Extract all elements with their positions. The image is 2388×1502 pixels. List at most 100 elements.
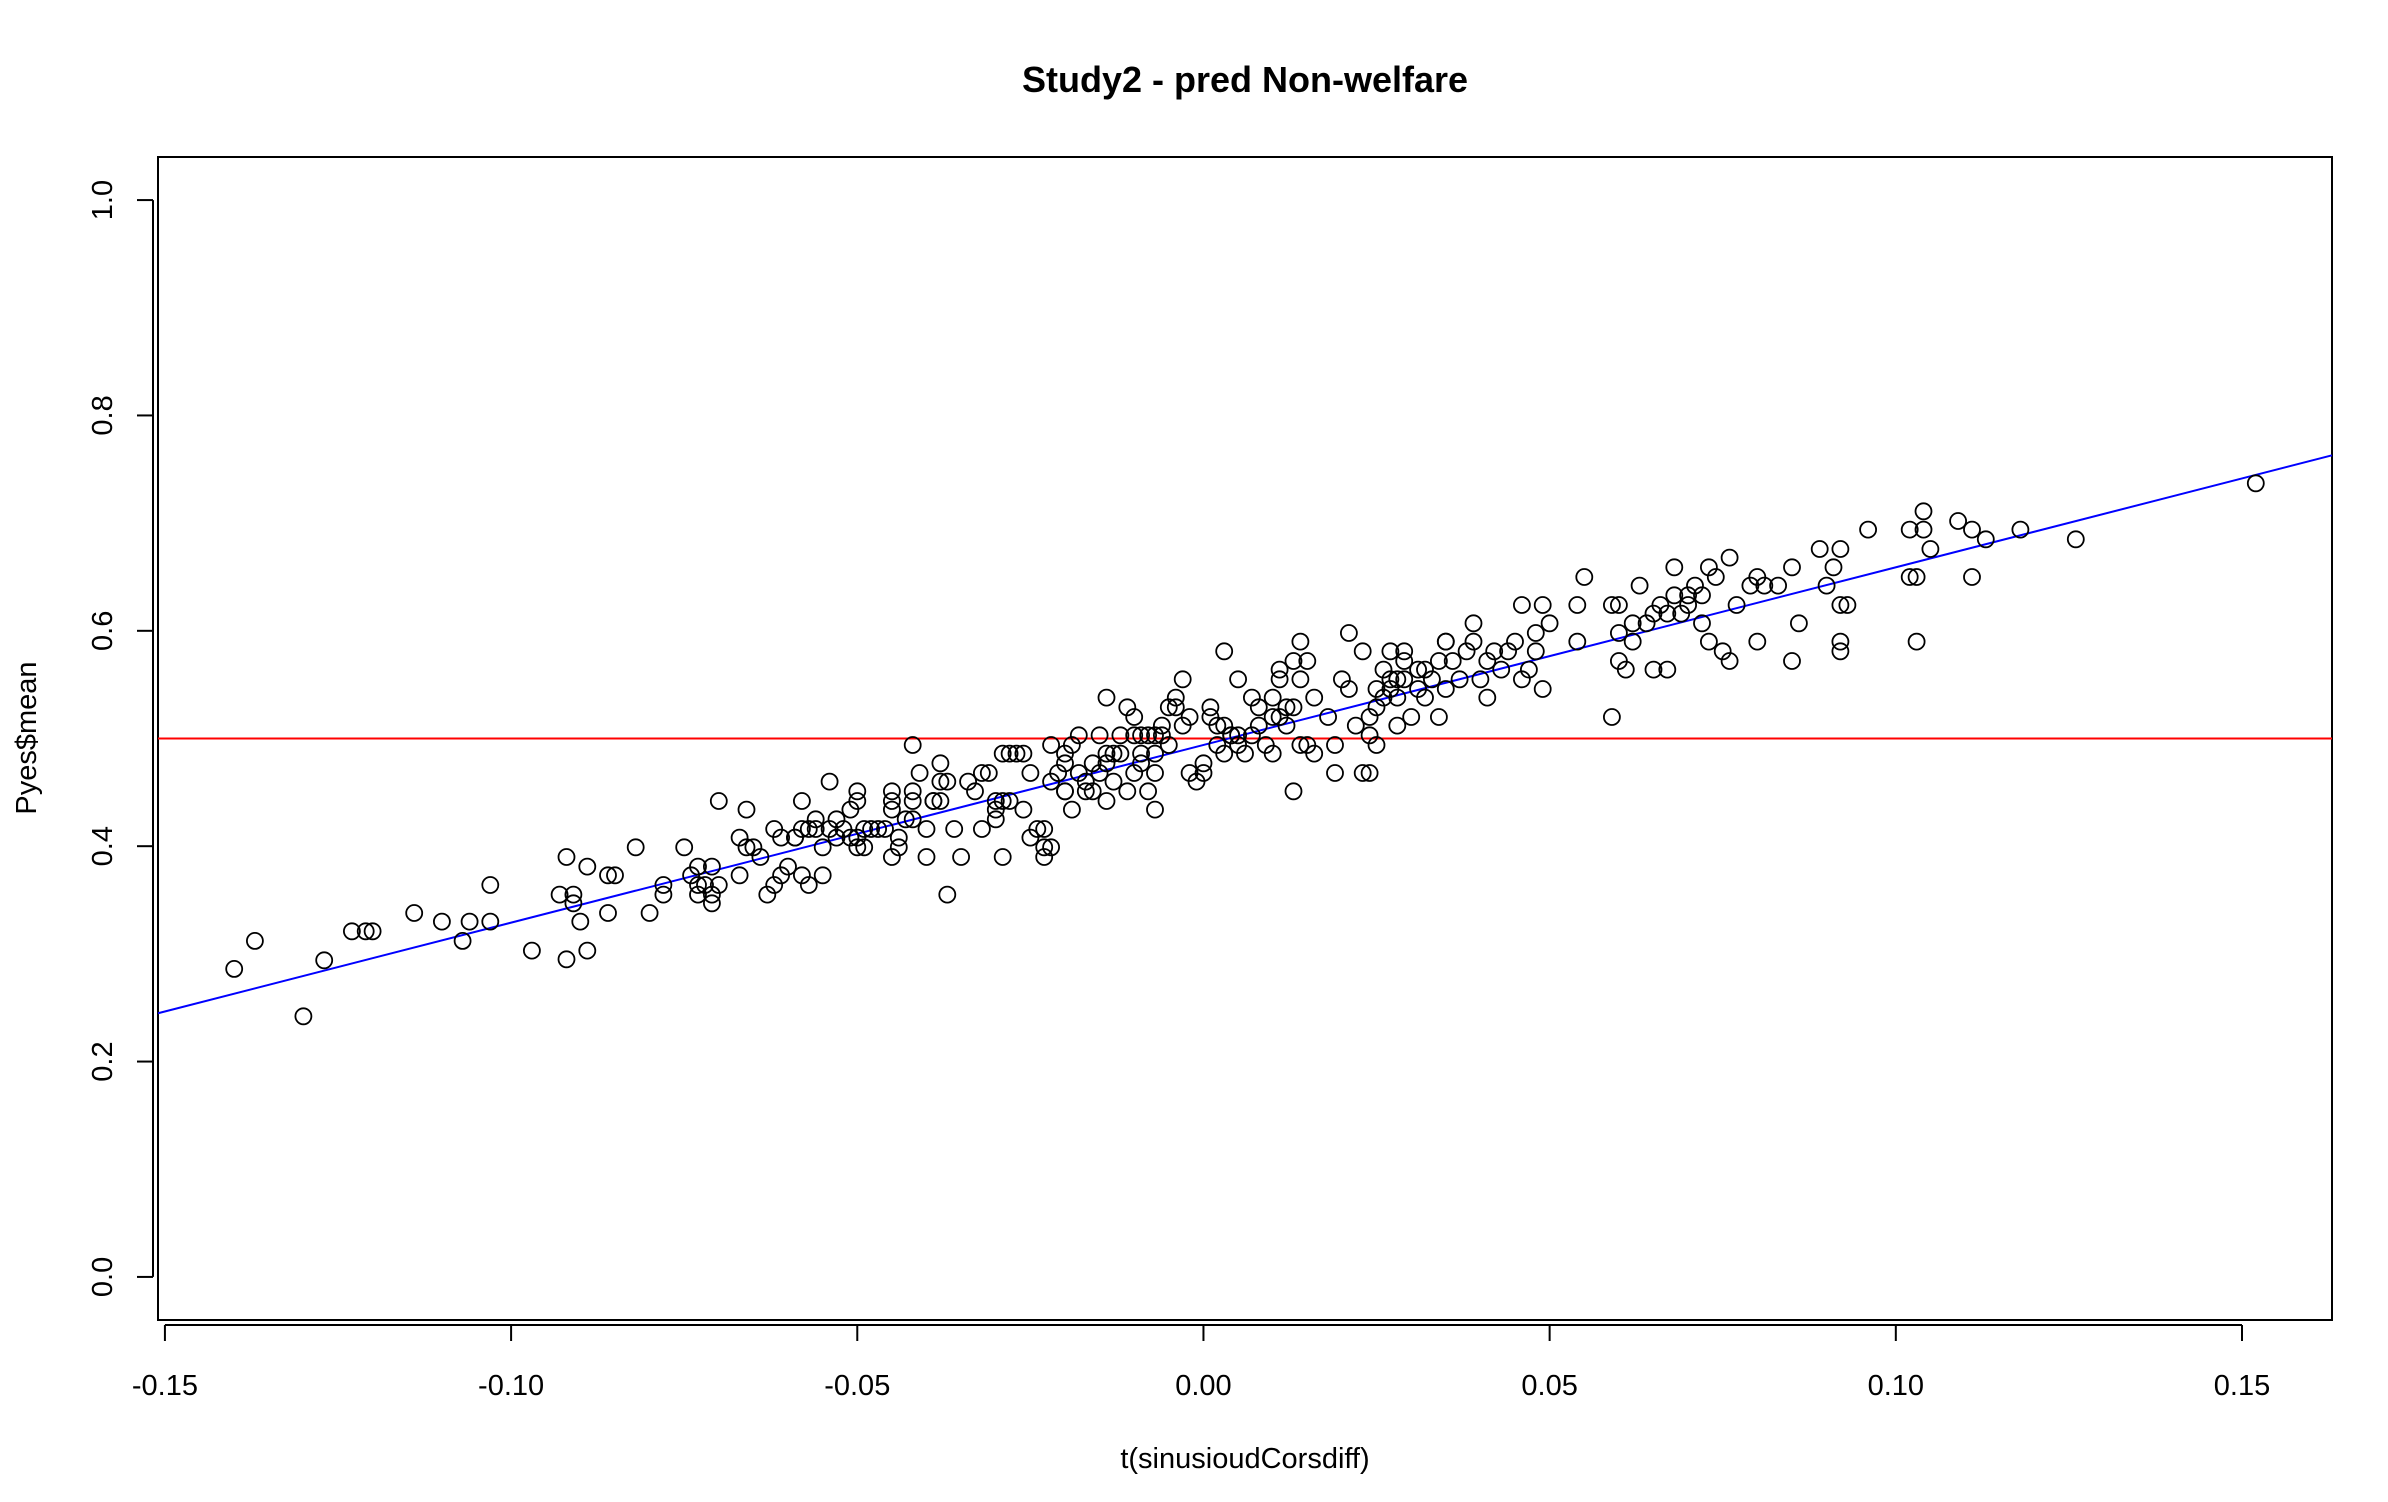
- data-point: [1305, 744, 1324, 763]
- data-point: [1180, 708, 1199, 726]
- data-point: [1783, 558, 1801, 577]
- data-point: [1540, 614, 1559, 633]
- data-point: [1222, 726, 1241, 745]
- data-point: [772, 828, 790, 847]
- data-point: [1471, 670, 1490, 689]
- data-point: [1166, 688, 1185, 707]
- data-point: [1042, 736, 1060, 754]
- data-point: [1104, 772, 1123, 791]
- data-point: [1374, 660, 1393, 679]
- data-point: [952, 848, 970, 866]
- data-point: [1769, 576, 1787, 595]
- data-point: [2066, 530, 2085, 549]
- data-point: [363, 922, 382, 941]
- data-point: [1249, 716, 1268, 735]
- data-point: [1478, 688, 1497, 707]
- data-point: [481, 912, 500, 931]
- data-point: [793, 820, 811, 838]
- data-point: [1263, 688, 1282, 707]
- data-point: [1353, 642, 1372, 661]
- data-point: [356, 922, 375, 941]
- data-point: [1111, 726, 1130, 745]
- data-point: [1076, 782, 1095, 801]
- data-point: [903, 810, 922, 829]
- data-point: [696, 876, 714, 894]
- y-axis-label: Pyes$mean: [11, 661, 43, 814]
- data-point: [1000, 744, 1019, 763]
- data-point: [1526, 624, 1545, 642]
- x-tick-label: -0.15: [132, 1370, 198, 1402]
- data-point: [1340, 680, 1358, 698]
- data-point: [1360, 708, 1379, 726]
- data-point: [1963, 568, 1981, 586]
- data-point: [1520, 660, 1538, 679]
- data-point: [1499, 642, 1517, 661]
- data-point: [1118, 782, 1137, 801]
- data-point: [855, 838, 874, 857]
- data-point: [931, 754, 950, 773]
- data-point: [1526, 642, 1545, 661]
- data-point: [903, 782, 922, 801]
- data-point: [751, 848, 770, 866]
- data-point: [245, 932, 264, 950]
- data-point: [1492, 660, 1511, 679]
- data-point: [737, 838, 756, 857]
- data-point: [793, 792, 811, 810]
- data-point: [1097, 744, 1116, 763]
- data-point: [1457, 642, 1476, 661]
- data-point: [1035, 820, 1054, 838]
- data-point: [654, 885, 673, 904]
- data-point: [1831, 642, 1850, 661]
- data-point: [709, 792, 728, 810]
- data-point: [1139, 782, 1157, 801]
- data-point: [1430, 652, 1448, 670]
- data-point: [765, 876, 784, 894]
- data-point: [883, 782, 901, 801]
- data-point: [737, 800, 756, 819]
- data-point: [1831, 632, 1850, 651]
- data-point: [1824, 558, 1843, 577]
- x-axis: -0.15 -0.10 -0.05 0.00 0.05 0.10 0.15: [132, 1324, 2270, 1402]
- data-point: [862, 820, 880, 838]
- data-point: [813, 838, 832, 857]
- data-point: [1831, 540, 1850, 558]
- data-point: [917, 848, 936, 866]
- data-point: [793, 866, 811, 885]
- data-point: [938, 885, 957, 904]
- data-point: [1270, 670, 1289, 689]
- data-point: [1249, 698, 1268, 717]
- data-point: [1859, 520, 1877, 539]
- data-point: [1575, 568, 1594, 586]
- chart-title: Study2 - pred Non-welfare: [1022, 59, 1468, 100]
- data-point: [1076, 772, 1095, 791]
- data-point: [1284, 652, 1303, 670]
- data-point: [993, 744, 1012, 763]
- data-point: [1215, 642, 1234, 661]
- data-point: [1423, 670, 1441, 689]
- data-point: [1395, 652, 1414, 670]
- data-point: [1090, 764, 1109, 782]
- x-axis-label: t(sinusioudCorsdiff): [1120, 1443, 1369, 1475]
- data-point: [1326, 764, 1344, 782]
- data-point: [1208, 716, 1227, 735]
- data-point: [931, 792, 950, 810]
- data-point: [1713, 642, 1732, 661]
- data-point: [1693, 614, 1711, 633]
- x-tick-label: 0.10: [1868, 1370, 1924, 1402]
- data-point: [1416, 660, 1434, 679]
- data-point: [1132, 744, 1150, 763]
- data-point: [1090, 726, 1109, 745]
- data-point: [973, 820, 991, 838]
- data-point: [813, 866, 832, 885]
- x-tick-label: 0.00: [1175, 1370, 1231, 1402]
- data-point: [1243, 726, 1261, 745]
- data-point: [1097, 792, 1116, 810]
- data-point: [1166, 698, 1185, 717]
- y-tick-label: 0.8: [87, 395, 119, 435]
- data-points: [225, 474, 2265, 1026]
- data-point: [1111, 744, 1130, 763]
- data-point: [1035, 838, 1054, 857]
- data-point: [1900, 568, 1919, 586]
- data-point: [1146, 726, 1164, 745]
